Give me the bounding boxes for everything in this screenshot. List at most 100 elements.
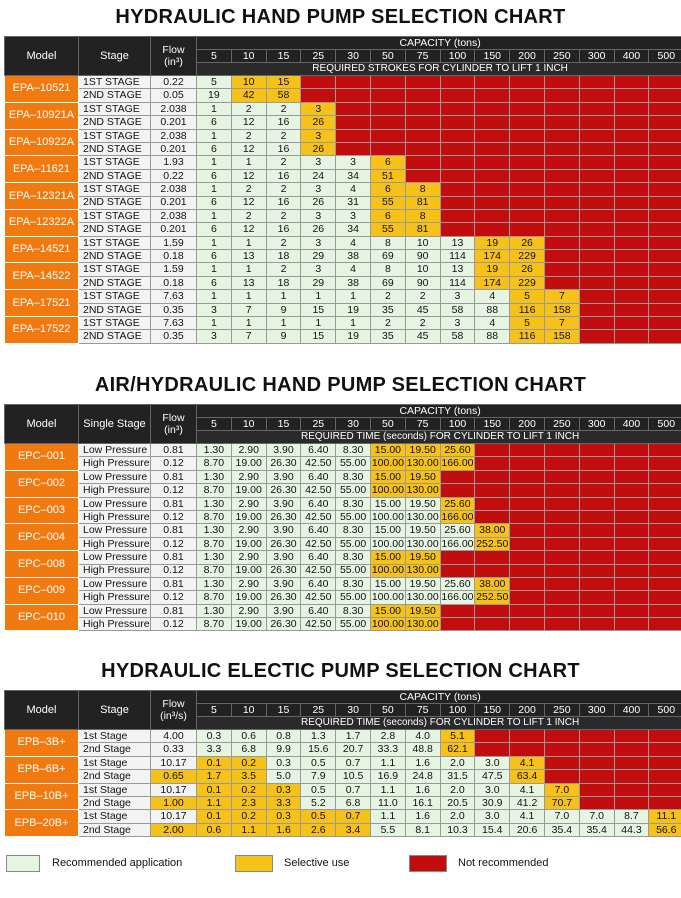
flow-cell: 0.81 <box>150 442 197 458</box>
value-cell: 8.70 <box>196 483 232 498</box>
value-cell: 2 <box>265 155 302 170</box>
value-cell <box>509 442 545 458</box>
value-cell: 90 <box>404 249 441 264</box>
value-cell: 19.00 <box>230 509 267 525</box>
value-cell: 69 <box>369 249 406 264</box>
stage-cell: Low Pressure <box>78 469 151 485</box>
value-cell: 26.30 <box>265 456 302 471</box>
flow-cell: 0.12 <box>150 456 197 471</box>
value-cell: 2.0 <box>439 809 476 824</box>
value-cell <box>335 141 371 157</box>
stage-cell: High Pressure <box>78 456 151 471</box>
value-cell <box>648 329 681 344</box>
value-cell: 8.70 <box>196 456 232 471</box>
value-cell <box>404 88 441 103</box>
value-cell: 26 <box>509 262 545 277</box>
value-cell <box>578 769 615 784</box>
flow-cell: 1.59 <box>150 235 197 251</box>
value-cell: 70.7 <box>543 795 580 811</box>
capacity-150-tons: 150 <box>474 49 511 63</box>
table-row: 2ND STAGE 0.201 6 12 16 26 34 55 81 <box>5 222 681 237</box>
value-cell: 5.5 <box>369 822 406 838</box>
value-cell: 15 <box>300 329 337 344</box>
value-cell <box>648 576 681 592</box>
value-cell <box>543 101 580 117</box>
flow-cell: 2.038 <box>150 101 197 117</box>
model-name: EPA–10521 <box>4 75 79 103</box>
value-cell: 12 <box>230 222 267 237</box>
value-cell: 2.90 <box>230 442 267 458</box>
value-cell: 8 <box>369 262 406 277</box>
value-cell: 2 <box>265 262 302 277</box>
value-cell <box>648 563 681 578</box>
value-cell: 6.40 <box>300 442 337 458</box>
value-cell <box>474 182 511 197</box>
stage-cell: 2ND STAGE <box>78 115 151 130</box>
value-cell: 47.5 <box>474 769 511 784</box>
value-cell: 3.3 <box>196 742 232 757</box>
model-name: EPB–6B+ <box>4 755 79 784</box>
capacity-5-tons: 5 <box>196 703 232 717</box>
value-cell: 55 <box>369 222 406 237</box>
value-cell: 7 <box>230 302 267 318</box>
value-cell: 1.30 <box>196 442 232 458</box>
value-cell <box>578 795 615 811</box>
value-cell <box>578 469 615 485</box>
value-cell: 0.3 <box>265 782 302 797</box>
value-cell: 2 <box>230 128 267 143</box>
value-cell <box>613 782 650 797</box>
value-cell <box>509 563 545 578</box>
value-cell: 1.1 <box>230 822 267 838</box>
value-cell: 9.9 <box>265 742 302 757</box>
flow-cell: 0.35 <box>150 329 197 344</box>
hydraulic-hand-pump-table: Model Stage Flow (in³) CAPACITY (tons) 5 10 15 2… <box>4 36 681 344</box>
required-label: REQUIRED STROKES FOR CYLINDER TO LIFT 1 … <box>195 62 681 76</box>
flow-cell: 2.00 <box>150 822 197 838</box>
value-cell: 100.00 <box>369 509 406 525</box>
stage-cell: 1ST STAGE <box>78 262 151 277</box>
value-cell: 81 <box>404 222 441 237</box>
value-cell <box>543 742 580 757</box>
value-cell <box>648 275 681 291</box>
value-cell <box>439 168 476 184</box>
value-cell <box>335 74 371 90</box>
capacity-30-tons: 30 <box>335 417 371 431</box>
capacity-header: CAPACITY (tons) <box>195 36 681 50</box>
legend-label-recommended: Recommended application <box>52 857 183 869</box>
value-cell: 31 <box>335 195 371 210</box>
table-row: High Pressure 0.12 8.70 19.00 26.30 42.50 55.0… <box>5 563 681 578</box>
col-header-model: Model <box>4 404 79 444</box>
flow-cell: 0.81 <box>150 550 197 565</box>
value-cell: 55.00 <box>335 563 371 578</box>
value-cell: 6.8 <box>335 795 371 811</box>
value-cell: 42.50 <box>300 617 337 632</box>
model-name: EPC–004 <box>4 523 79 552</box>
value-cell <box>369 74 406 90</box>
value-cell <box>578 101 615 117</box>
value-cell: 130.00 <box>404 563 441 578</box>
value-cell <box>648 222 681 237</box>
value-cell: 1 <box>265 289 302 304</box>
value-cell: 2.90 <box>230 576 267 592</box>
value-cell <box>474 442 511 458</box>
value-cell <box>404 115 441 130</box>
value-cell <box>509 128 545 143</box>
stage-cell: High Pressure <box>78 590 151 605</box>
value-cell: 25.60 <box>439 523 476 538</box>
table-row: EPC–003 Low Pressure 0.81 1.30 2.90 3.90 6.40 8… <box>4 496 681 525</box>
flow-label: Flow <box>162 43 185 56</box>
value-cell: 1.6 <box>404 755 441 771</box>
value-cell: 252.50 <box>474 536 511 552</box>
value-cell: 130.00 <box>404 536 441 552</box>
value-cell: 10 <box>404 262 441 277</box>
value-cell: 2.6 <box>300 822 337 838</box>
value-cell <box>543 536 580 552</box>
value-cell <box>543 182 580 197</box>
value-cell <box>648 115 681 130</box>
value-cell: 19.00 <box>230 617 267 632</box>
value-cell <box>648 617 681 632</box>
value-cell <box>543 222 580 237</box>
value-cell: 13 <box>230 249 267 264</box>
value-cell <box>613 728 650 744</box>
value-cell <box>543 590 580 605</box>
